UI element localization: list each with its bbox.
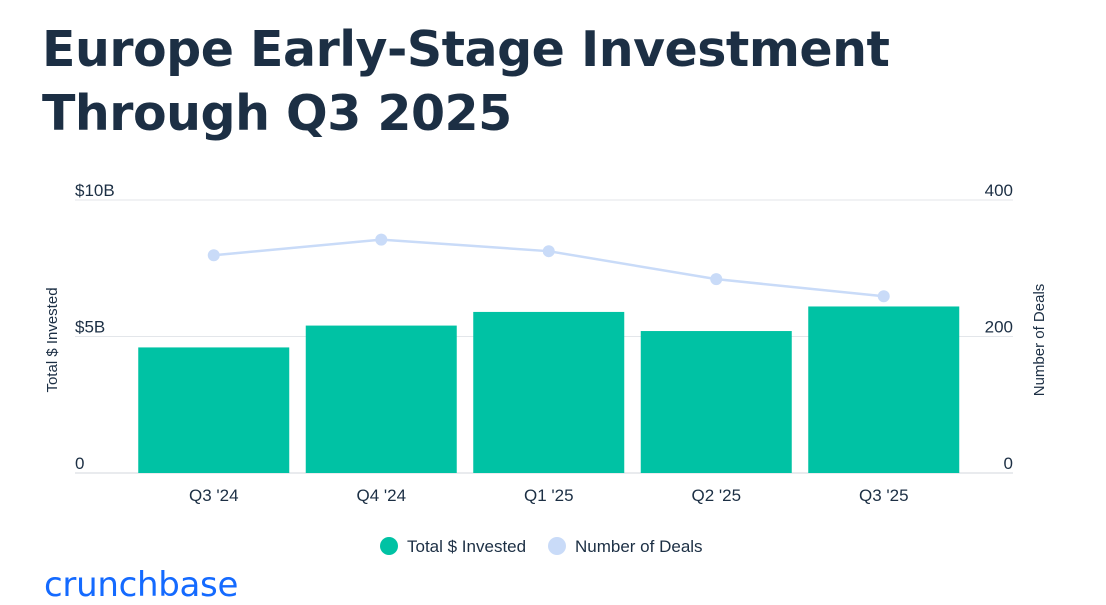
- x-tick-label: Q4 '24: [356, 486, 406, 505]
- chart-title: Europe Early-Stage Investment Through Q3…: [42, 18, 942, 146]
- left-tick-label: $10B: [75, 181, 115, 200]
- right-axis-title: Number of Deals: [1031, 284, 1048, 397]
- x-tick-label: Q3 '25: [859, 486, 909, 505]
- bar-total-invested: [138, 347, 290, 473]
- bar-total-invested: [473, 311, 625, 473]
- deals-point: [542, 245, 555, 258]
- chart-title-line-2: Through Q3 2025: [42, 85, 512, 142]
- legend-swatch-deals: [548, 537, 566, 555]
- legend-swatch-invested: [380, 537, 398, 555]
- x-tick-label: Q3 '24: [189, 486, 239, 505]
- deals-line: [207, 233, 890, 303]
- invested-bars: [138, 306, 960, 473]
- right-tick-label: 200: [985, 318, 1013, 337]
- bar-total-invested: [808, 306, 960, 473]
- legend-label-deals: Number of Deals: [575, 537, 703, 556]
- x-tick-label: Q2 '25: [691, 486, 741, 505]
- legend-label-invested: Total $ Invested: [407, 537, 526, 556]
- x-tick-label: Q1 '25: [524, 486, 574, 505]
- chart-title-line-1: Europe Early-Stage Investment: [42, 21, 890, 78]
- left-tick-label: 0: [75, 454, 84, 473]
- deals-point: [207, 249, 220, 262]
- right-tick-label: 0: [1004, 454, 1013, 473]
- axes: 0 $5B $10B 0 200 400 Q3 '24 Q4 '24 Q1 '25 Q2 '25 Q…: [44, 181, 1048, 505]
- bar-total-invested: [640, 331, 792, 473]
- left-axis-title: Total $ Invested: [44, 287, 61, 392]
- crunchbase-logo: crunchbase: [44, 565, 239, 605]
- bar-total-invested: [305, 325, 457, 473]
- left-tick-label: $5B: [75, 318, 105, 337]
- right-tick-label: 400: [985, 181, 1013, 200]
- deals-point: [375, 233, 388, 246]
- legend: Total $ Invested Number of Deals: [380, 537, 703, 556]
- deals-point: [877, 290, 890, 303]
- deals-point: [710, 273, 723, 286]
